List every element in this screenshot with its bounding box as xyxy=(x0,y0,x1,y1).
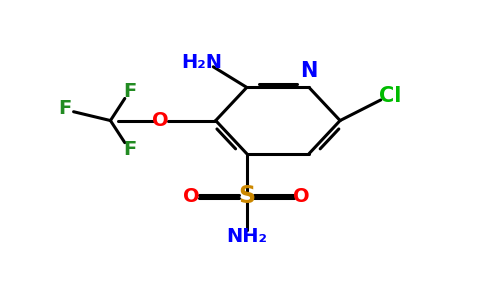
Text: N: N xyxy=(300,61,318,81)
Text: F: F xyxy=(59,99,72,118)
Text: O: O xyxy=(183,187,200,206)
Text: Cl: Cl xyxy=(379,85,402,106)
Text: NH₂: NH₂ xyxy=(227,226,267,246)
Text: O: O xyxy=(152,111,169,130)
Text: F: F xyxy=(123,82,136,100)
Text: F: F xyxy=(123,140,136,160)
Text: S: S xyxy=(238,184,256,208)
Text: O: O xyxy=(293,187,310,206)
Text: H₂N: H₂N xyxy=(181,53,222,72)
